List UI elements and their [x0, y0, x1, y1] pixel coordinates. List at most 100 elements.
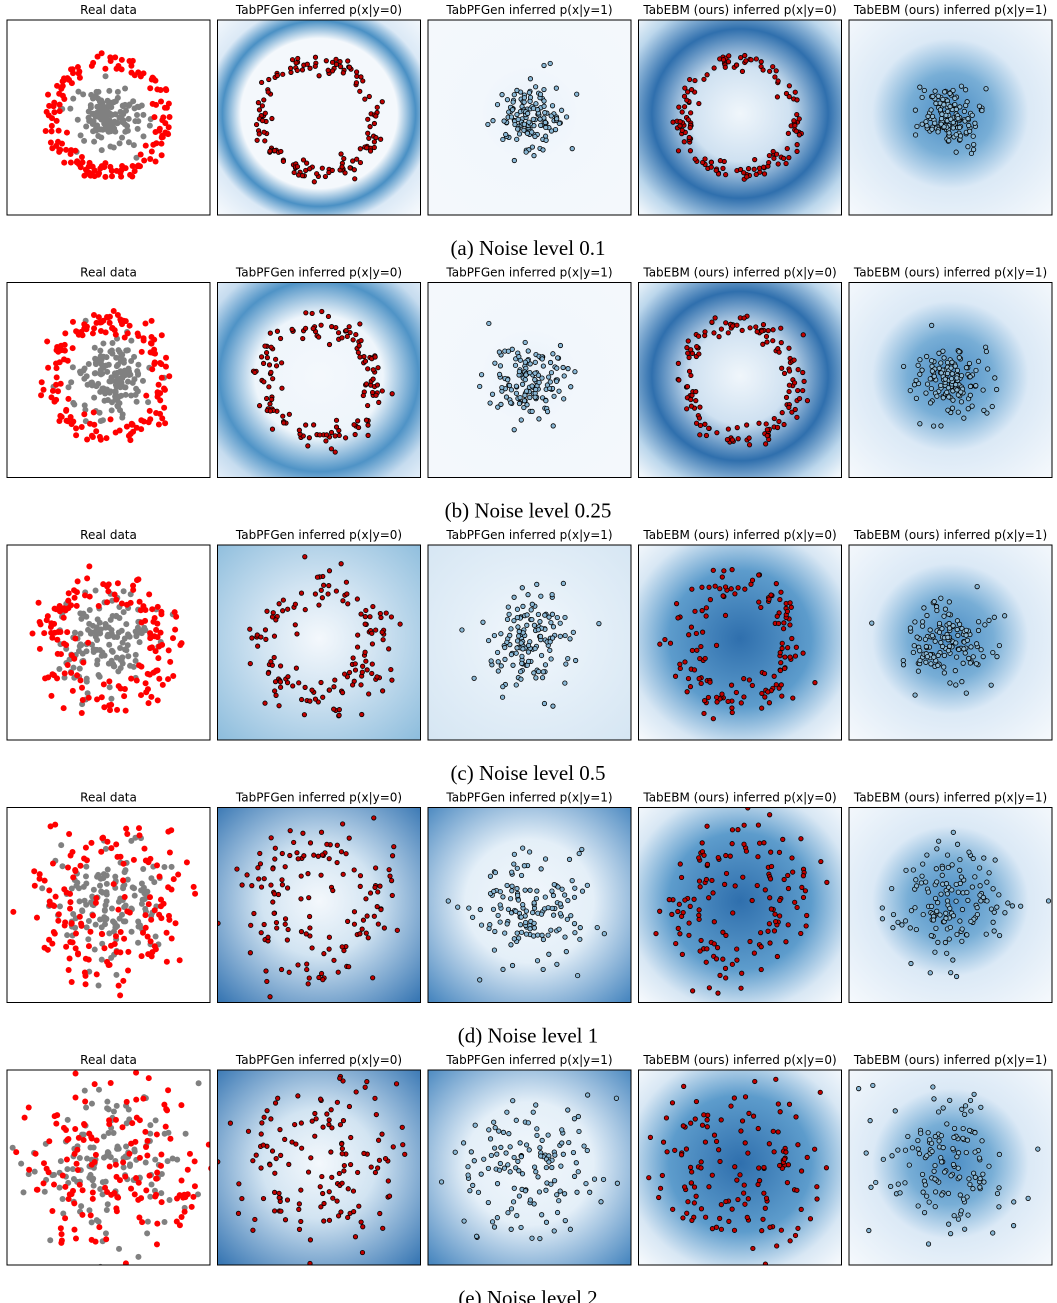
point [103, 898, 110, 905]
point [532, 645, 538, 652]
point [662, 636, 668, 643]
point [81, 855, 88, 862]
point [768, 592, 774, 598]
point [955, 1216, 962, 1222]
point [369, 389, 376, 396]
point [266, 362, 273, 368]
point [701, 76, 707, 82]
point [135, 918, 142, 925]
point [584, 882, 590, 888]
point [164, 130, 171, 137]
point [352, 1234, 359, 1240]
point [112, 1116, 119, 1123]
point [122, 128, 129, 135]
point [107, 1080, 114, 1087]
point [173, 613, 180, 620]
point [86, 593, 93, 600]
point [507, 632, 513, 638]
point [276, 601, 282, 607]
point [120, 860, 127, 867]
point [970, 855, 976, 862]
point [367, 890, 374, 896]
point [311, 852, 317, 858]
point [100, 681, 107, 688]
point [919, 1171, 926, 1178]
point [360, 663, 366, 669]
point [968, 644, 974, 650]
point [166, 849, 173, 856]
point [257, 861, 264, 867]
point [123, 423, 130, 430]
point [732, 591, 738, 597]
point [380, 637, 386, 643]
point [889, 885, 895, 892]
panel-title: Real data [80, 528, 137, 542]
point [794, 111, 800, 118]
point [936, 350, 942, 356]
point [365, 432, 371, 438]
point [695, 333, 702, 339]
point [296, 680, 302, 686]
point [758, 59, 764, 65]
point [979, 1138, 985, 1144]
point [107, 163, 114, 170]
point [499, 92, 505, 98]
point [71, 1150, 78, 1157]
point [517, 922, 524, 928]
point [339, 1146, 345, 1152]
point [99, 385, 106, 392]
point [939, 1159, 945, 1165]
point [534, 958, 541, 964]
point [80, 1131, 87, 1138]
point [114, 706, 121, 713]
point [104, 368, 111, 375]
point [318, 679, 324, 686]
point [715, 990, 721, 996]
point [542, 894, 548, 900]
row-caption: (a) Noise level 0.1 [450, 236, 605, 260]
point [889, 1153, 895, 1159]
point [98, 50, 105, 57]
point [326, 1122, 332, 1128]
point [256, 403, 263, 409]
point [78, 154, 85, 161]
point [115, 668, 122, 675]
point [718, 1226, 725, 1232]
point [689, 392, 695, 398]
point [362, 96, 368, 102]
point [273, 919, 280, 926]
point [155, 381, 162, 388]
point [501, 1165, 508, 1171]
point [324, 841, 330, 847]
point [65, 597, 72, 604]
point [550, 624, 557, 630]
point [973, 383, 979, 389]
point [938, 891, 944, 897]
point [907, 387, 913, 394]
point [100, 581, 107, 588]
point [537, 1145, 543, 1151]
point [531, 920, 537, 926]
point [119, 414, 126, 421]
point [56, 665, 63, 672]
point [465, 1172, 471, 1178]
point [486, 1127, 492, 1133]
point [158, 332, 165, 339]
point [786, 94, 792, 100]
point [289, 57, 296, 63]
point [514, 638, 521, 644]
point [908, 907, 915, 914]
point [902, 1180, 908, 1186]
point [270, 899, 276, 905]
point [570, 629, 576, 635]
point [955, 889, 961, 895]
point [971, 142, 977, 148]
point [950, 1145, 956, 1152]
point [123, 370, 130, 377]
point [525, 348, 531, 354]
point [980, 1171, 986, 1177]
point [159, 681, 166, 688]
point [917, 357, 923, 363]
point [304, 61, 310, 67]
point [151, 907, 158, 914]
